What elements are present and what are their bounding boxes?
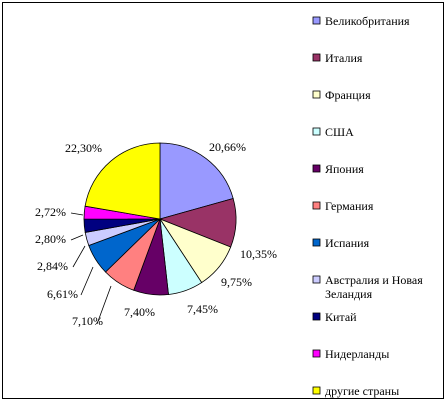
legend-label-italy: Италия [325, 51, 363, 65]
slice-value-label-australia-nz: 2,84% [37, 259, 68, 273]
legend-swatch-uk [312, 16, 321, 25]
legend-swatch-usa [312, 127, 321, 136]
pie-slice-other [84, 142, 161, 220]
legend-label-china: Китай [325, 310, 357, 324]
slice-value-label-netherlands: 2,72% [35, 205, 66, 219]
legend-swatch-spain [312, 238, 321, 247]
legend-label-spain: Испания [325, 236, 370, 250]
legend-label-netherlands: Нидерланды [325, 347, 389, 361]
legend-swatch-other [312, 386, 321, 395]
chart-frame: 20,66% 10,35% 9,75% 7,45% 7,40% 7,10% 6,61% 2,8… [2, 2, 444, 399]
legend-swatch-japan [312, 164, 321, 173]
slice-value-label-italy: 10,35% [240, 247, 277, 261]
slice-value-label-usa: 7,45% [187, 302, 218, 316]
slice-value-label-other: 22,30% [65, 141, 102, 155]
legend-label-australia-nz-line1: Австралия и Новая [325, 273, 423, 287]
legend-swatch-germany [312, 201, 321, 210]
legend-swatch-italy [312, 53, 321, 62]
legend-swatch-china [312, 312, 321, 321]
slice-value-label-spain: 6,61% [47, 287, 78, 301]
legend-swatch-australia-nz [312, 275, 321, 284]
leader-line-germany [96, 285, 112, 325]
legend-label-japan: Япония [325, 162, 364, 176]
slice-value-label-japan: 7,40% [124, 305, 155, 319]
legend-label-france: Франция [325, 88, 371, 102]
legend-label-uk: Великобритания [325, 14, 410, 28]
pie-slice-uk [159, 142, 234, 220]
legend-label-australia-nz-line2: Зеландия [325, 287, 373, 301]
legend-label-germany: Германия [325, 199, 374, 213]
legend-label-other: другие страны [325, 384, 399, 398]
slice-value-label-uk: 20,66% [209, 140, 246, 154]
legend-swatch-netherlands [312, 349, 321, 358]
leader-line-netherlands [70, 212, 84, 216]
pie-chart: 20,66% 10,35% 9,75%7,45% 7,40% 7,10% 6,61% 2,8… [35, 14, 423, 398]
slice-value-label-germany: 7,10% [72, 314, 103, 328]
legend-label-usa: США [325, 125, 354, 139]
slice-value-label-france: 9,75% [221, 275, 252, 289]
legend: Великобритания Италия Франция США Япония Герм… [312, 14, 423, 398]
leader-line-australia-nz [72, 245, 86, 268]
leader-line-spain [80, 266, 94, 296]
slice-value-label-china: 2,80% [35, 232, 66, 246]
leader-line-china [70, 234, 84, 241]
legend-swatch-france [312, 90, 321, 99]
